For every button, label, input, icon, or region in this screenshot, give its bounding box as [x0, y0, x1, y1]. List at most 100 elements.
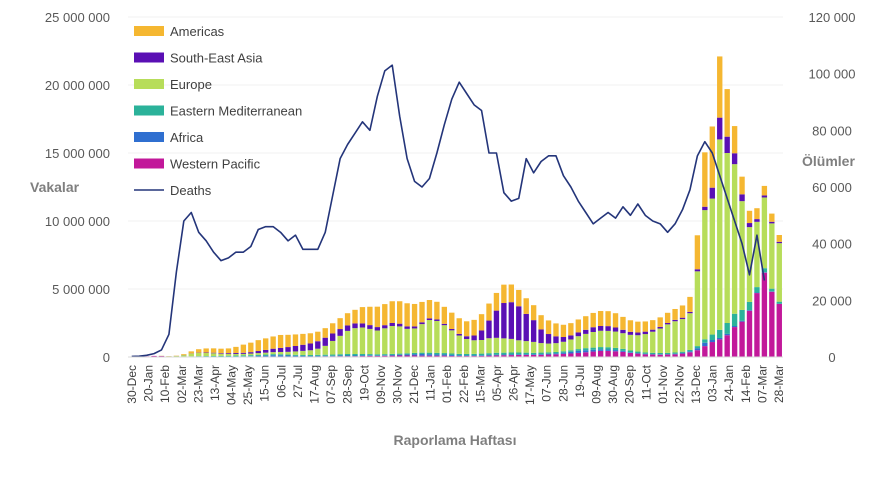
bar-segment-eastern-mediterranean — [315, 354, 321, 356]
bar-segment-africa — [739, 320, 745, 322]
bar-segment-south-east-asia — [530, 320, 537, 342]
bar-segment-europe — [471, 340, 477, 354]
bar-segment-eastern-mediterranean — [352, 354, 358, 356]
bar-segment-americas — [270, 336, 276, 349]
bar-segment-eastern-mediterranean — [389, 353, 395, 355]
bar-segment-south-east-asia — [277, 347, 284, 352]
bar-segment-americas — [367, 306, 373, 326]
bar-segment-eastern-mediterranean — [523, 352, 529, 355]
bar-segment-western-pacific — [434, 355, 440, 357]
bar-segment-americas — [426, 300, 433, 319]
bar-segment-americas — [702, 152, 708, 207]
bar-segment-europe — [553, 343, 559, 352]
bar-segment-western-pacific — [583, 352, 589, 357]
bar-segment-western-pacific — [411, 355, 418, 357]
bar-segment-south-east-asia — [568, 335, 574, 340]
bar-segment-south-east-asia — [597, 325, 604, 331]
x-tick-label: 15-Jun — [258, 365, 272, 402]
bar-segment-europe — [679, 319, 686, 352]
bar-segment-americas — [441, 306, 448, 324]
bar-segment-europe — [709, 198, 715, 335]
bar-segment-africa — [545, 353, 552, 355]
bar-segment-europe — [650, 331, 656, 353]
bar-segment-africa — [486, 354, 492, 356]
bar-segment-americas — [300, 333, 306, 345]
bar-segment-south-east-asia — [344, 325, 351, 331]
bar-segment-south-east-asia — [523, 313, 529, 342]
bar-segment-europe — [597, 330, 604, 348]
x-tick-label: 05-Apr — [490, 365, 504, 401]
bar-segment-eastern-mediterranean — [478, 353, 485, 356]
gridlines — [128, 16, 783, 290]
x-tick-label: 22-Feb — [457, 365, 471, 403]
bar-segment-africa — [411, 354, 418, 356]
bar-segment-south-east-asia — [463, 336, 470, 339]
bar-segment-eastern-mediterranean — [642, 352, 648, 354]
bar-segment-americas — [523, 298, 529, 314]
y-tick-label: 25 000 000 — [45, 10, 110, 25]
bar-segment-western-pacific — [449, 355, 455, 357]
bar-segment-south-east-asia — [583, 329, 589, 334]
bar-segment-europe — [545, 343, 552, 353]
bar-segment-americas — [263, 338, 269, 350]
bar-segment-western-pacific — [568, 353, 574, 357]
x-tick-label: 22-Nov — [673, 365, 687, 404]
bar-segment-europe — [717, 139, 723, 330]
bar-segment-eastern-mediterranean — [463, 353, 470, 356]
bar-segment-africa — [553, 353, 559, 355]
bar-segment-europe — [173, 356, 180, 357]
bar-segment-eastern-mediterranean — [761, 268, 768, 273]
bar-segment-south-east-asia — [315, 341, 321, 349]
bar-segment-americas — [590, 312, 596, 328]
bar-segment-americas — [516, 289, 522, 307]
bar-segment-south-east-asia — [508, 302, 514, 339]
bar-segment-americas — [769, 213, 775, 222]
bar-segment-south-east-asia — [761, 195, 768, 198]
bar-segment-africa — [344, 355, 351, 357]
bar-segment-americas — [694, 235, 701, 270]
bar-segment-europe — [769, 223, 775, 289]
bar-segment-south-east-asia — [650, 329, 656, 332]
bar-segment-eastern-mediterranean — [337, 354, 343, 356]
x-tick-label: 26-Apr — [507, 365, 521, 401]
bar-segment-americas — [575, 319, 581, 333]
bar-segment-americas — [709, 126, 715, 188]
bar-segment-south-east-asia — [397, 323, 403, 327]
bar-segment-south-east-asia — [337, 329, 343, 336]
y2-tick-label: 60 000 — [812, 180, 852, 195]
bar-segment-africa — [434, 354, 440, 356]
bar-segment-western-pacific — [575, 352, 581, 357]
bar-segment-americas — [255, 340, 261, 352]
bar-segment-south-east-asia — [493, 310, 500, 338]
bar-segment-europe — [330, 340, 336, 355]
bar-segment-africa — [404, 354, 410, 356]
bar-segment-south-east-asia — [702, 206, 708, 211]
bar-segment-eastern-mediterranean — [248, 355, 254, 357]
bar-segment-europe — [352, 328, 358, 355]
x-tick-label: 09-Aug — [590, 365, 604, 404]
bar-segment-eastern-mediterranean — [530, 352, 537, 355]
bar-segment-americas — [315, 331, 321, 342]
bar-segment-eastern-mediterranean — [434, 352, 440, 355]
bar-segment-south-east-asia — [545, 334, 552, 344]
x-tick-label: 19-Oct — [357, 364, 371, 401]
y2-tick-label: 40 000 — [812, 237, 852, 252]
legend-swatch-africa — [134, 132, 164, 142]
bar-segment-africa — [389, 354, 395, 356]
bar-segment-western-pacific — [605, 350, 611, 357]
bar-segment-eastern-mediterranean — [493, 352, 500, 355]
bar-segment-south-east-asia — [456, 333, 462, 336]
bar-segment-europe — [322, 345, 328, 355]
bar-segment-eastern-mediterranean — [218, 355, 224, 357]
bar-segment-europe — [463, 338, 470, 354]
bar-segment-americas — [717, 56, 723, 118]
bar-segment-europe — [687, 313, 693, 350]
bar-segment-western-pacific — [776, 303, 782, 357]
x-tick-label: 21-Dec — [407, 365, 421, 404]
bar-segment-south-east-asia — [374, 327, 381, 331]
bar-segment-europe — [389, 325, 395, 354]
bar-segment-western-pacific — [731, 327, 738, 357]
bar-segment-eastern-mediterranean — [545, 352, 552, 354]
bar-segment-south-east-asia — [419, 322, 425, 325]
bar-segment-americas — [181, 354, 187, 355]
